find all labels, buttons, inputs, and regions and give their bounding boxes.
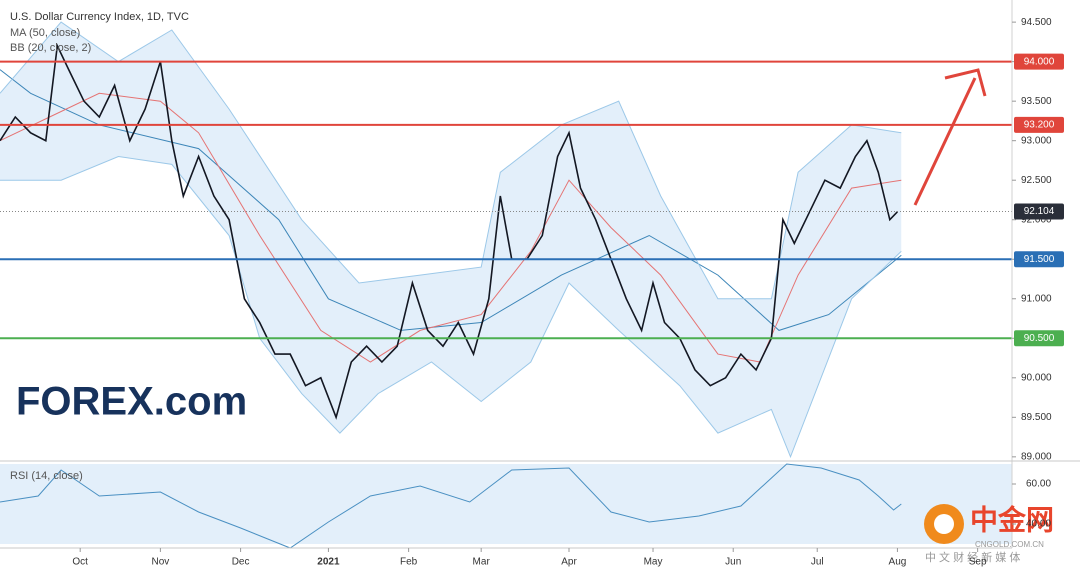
level-tag xyxy=(1014,251,1064,268)
level-tag xyxy=(1014,116,1064,133)
logo: FOREX.com xyxy=(16,380,247,424)
level-tag xyxy=(1014,53,1064,70)
level-label: 94.000 xyxy=(1024,56,1055,67)
band-line xyxy=(0,21,902,300)
last-price-label: 92.104 xyxy=(1024,206,1055,217)
ma-line xyxy=(0,69,902,331)
y-tick-label: 89.000 xyxy=(1021,451,1052,462)
arrow xyxy=(913,77,977,206)
level-tag xyxy=(1014,330,1064,347)
y-tick-label: 92.000 xyxy=(1021,214,1052,225)
indicator-label: BB (20, close, 2) xyxy=(10,42,91,54)
x-tick-label: Sep xyxy=(969,557,987,568)
watermark-name: 中金网 xyxy=(970,503,1054,535)
level-label: 90.500 xyxy=(1024,333,1055,344)
watermark: 中金网 CNGOLD.COM.CN 中 文 财 经 新 媒 体 xyxy=(924,503,1054,564)
watermark-site: CNGOLD.COM.CN xyxy=(975,540,1044,549)
rsi-band xyxy=(0,464,1012,544)
rsi-line xyxy=(0,463,902,549)
x-tick-label: May xyxy=(644,557,663,568)
x-tick-label: Feb xyxy=(400,557,418,568)
x-tick-label: Aug xyxy=(889,557,907,568)
x-tick-label: Apr xyxy=(561,557,577,568)
x-tick-label: Nov xyxy=(151,557,169,568)
plot xyxy=(0,21,1012,549)
y-tick-label: 89.500 xyxy=(1021,412,1052,423)
y-tick-label: 93.500 xyxy=(1021,96,1052,107)
indicator-label: RSI (14, close) xyxy=(10,470,83,482)
watermark-tagline: 中 文 财 经 新 媒 体 xyxy=(925,550,1020,564)
y-tick-label: 91.000 xyxy=(1021,293,1052,304)
x-tick-label: Mar xyxy=(473,557,491,568)
y-tick-label: 92.500 xyxy=(1021,175,1052,186)
y-tick-label: 93.000 xyxy=(1021,135,1052,146)
y-tick-label: 94.500 xyxy=(1021,17,1052,28)
level-label: 91.500 xyxy=(1024,254,1055,265)
indicator-label: MA (50, close) xyxy=(10,27,80,39)
level-label: 93.200 xyxy=(1024,120,1055,131)
y-tick-label: 90.000 xyxy=(1021,372,1052,383)
chart-title: U.S. Dollar Currency Index, 1D, TVC xyxy=(10,11,189,23)
x-tick-label: Dec xyxy=(232,557,250,568)
x-tick-label: Jul xyxy=(811,557,824,568)
band-line xyxy=(0,155,902,459)
x-tick-label: Oct xyxy=(72,557,88,568)
band-fill xyxy=(0,22,902,457)
y-tick-label: 40.00 xyxy=(1026,519,1051,530)
last-price-tag xyxy=(1014,203,1064,220)
watermark-icon xyxy=(934,514,954,534)
x-tick-label: 2021 xyxy=(317,557,340,568)
arrow-head xyxy=(944,68,987,97)
x-tick-label: Jun xyxy=(725,557,741,568)
y-tick-label: 60.00 xyxy=(1026,479,1051,490)
